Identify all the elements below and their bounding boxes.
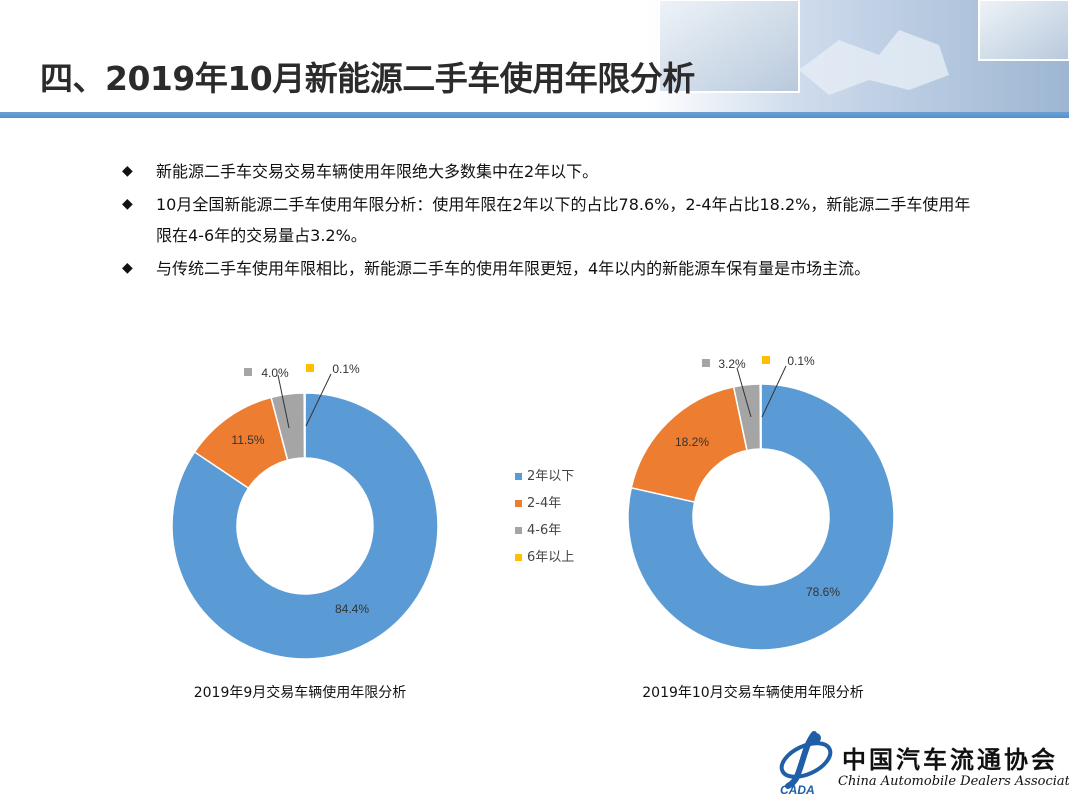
bullet-item: ◆ 10月全国新能源二手车使用年限分析：使用年限在2年以下的占比78.6%，2-… — [122, 189, 982, 251]
bullet-item: ◆ 新能源二手车交易交易车辆使用年限绝大多数集中在2年以下。 — [122, 156, 982, 187]
cada-logo-mark: CADA — [779, 731, 833, 796]
leader-line — [761, 365, 787, 418]
data-label: 0.1% — [787, 354, 815, 368]
slide-header: 四、2019年10月新能源二手车使用年限分析 — [0, 0, 1069, 118]
legend-swatch — [515, 500, 522, 507]
cada-logo: CADA 中国汽车流通协会 China Automobile Dealers A… — [772, 728, 1069, 798]
header-band — [0, 112, 1069, 118]
donut-slice — [171, 392, 439, 660]
legend-swatch — [515, 473, 522, 480]
data-label: 78.6% — [806, 585, 840, 599]
label-swatch — [702, 359, 710, 367]
data-label: 18.2% — [675, 435, 709, 449]
page-title: 四、2019年10月新能源二手车使用年限分析 — [40, 59, 695, 98]
legend-swatch — [515, 554, 522, 561]
legend-label: 2-4年 — [527, 496, 561, 511]
logo-abbr: CADA — [780, 783, 815, 796]
data-label: 0.1% — [332, 362, 360, 376]
leader-line — [736, 367, 752, 418]
donut-slice — [759, 383, 762, 450]
bullet-text: 10月全国新能源二手车使用年限分析：使用年限在2年以下的占比78.6%，2-4年… — [156, 195, 971, 245]
bullet-list: ◆ 新能源二手车交易交易车辆使用年限绝大多数集中在2年以下。 ◆ 10月全国新能… — [122, 156, 982, 286]
donut-charts: 84.4% 11.5% 4.0% 0.1% 78.6% 18.2% 3.2% 0.1% 2年以下… — [171, 354, 895, 660]
label-swatch — [244, 368, 252, 376]
diamond-icon: ◆ — [122, 260, 133, 276]
donut-slice — [627, 383, 895, 651]
leader-line — [305, 373, 332, 427]
legend-swatch — [515, 527, 522, 534]
legend-label: 2年以下 — [527, 469, 574, 484]
label-swatch — [762, 356, 770, 364]
bullet-text: 新能源二手车交易交易车辆使用年限绝大多数集中在2年以下。 — [156, 162, 599, 181]
donut-slice — [303, 392, 306, 459]
bullet-text: 与传统二手车使用年限相比，新能源二手车的使用年限更短，4年以内的新能源车保有量是… — [156, 259, 871, 278]
chart-title-oct: 2019年10月交易车辆使用年限分析 — [642, 685, 864, 701]
legend-label: 6年以上 — [527, 550, 574, 565]
data-label: 3.2% — [718, 357, 746, 371]
chart-title-sep: 2019年9月交易车辆使用年限分析 — [193, 685, 407, 701]
logo-english-name: China Automobile Dealers Association — [838, 774, 1069, 789]
logo-chinese-name: 中国汽车流通协会 — [842, 745, 1058, 774]
diamond-icon: ◆ — [122, 196, 133, 212]
header-decoration — [649, 0, 1069, 118]
diamond-icon: ◆ — [122, 163, 133, 179]
leader-line — [277, 374, 290, 429]
donut-chart-0: 84.4% 11.5% 4.0% 0.1% — [171, 362, 439, 660]
donut-chart-1: 78.6% 18.2% 3.2% 0.1% — [627, 354, 895, 651]
data-label: 84.4% — [335, 602, 369, 616]
data-label: 4.0% — [261, 366, 289, 380]
legend-label: 4-6年 — [527, 523, 561, 538]
chart-legend: 2年以下 2-4年 4-6年 6年以上 — [515, 469, 574, 565]
label-swatch — [306, 364, 314, 372]
bullet-item: ◆ 与传统二手车使用年限相比，新能源二手车的使用年限更短，4年以内的新能源车保有… — [122, 253, 982, 284]
data-label: 11.5% — [231, 433, 264, 447]
